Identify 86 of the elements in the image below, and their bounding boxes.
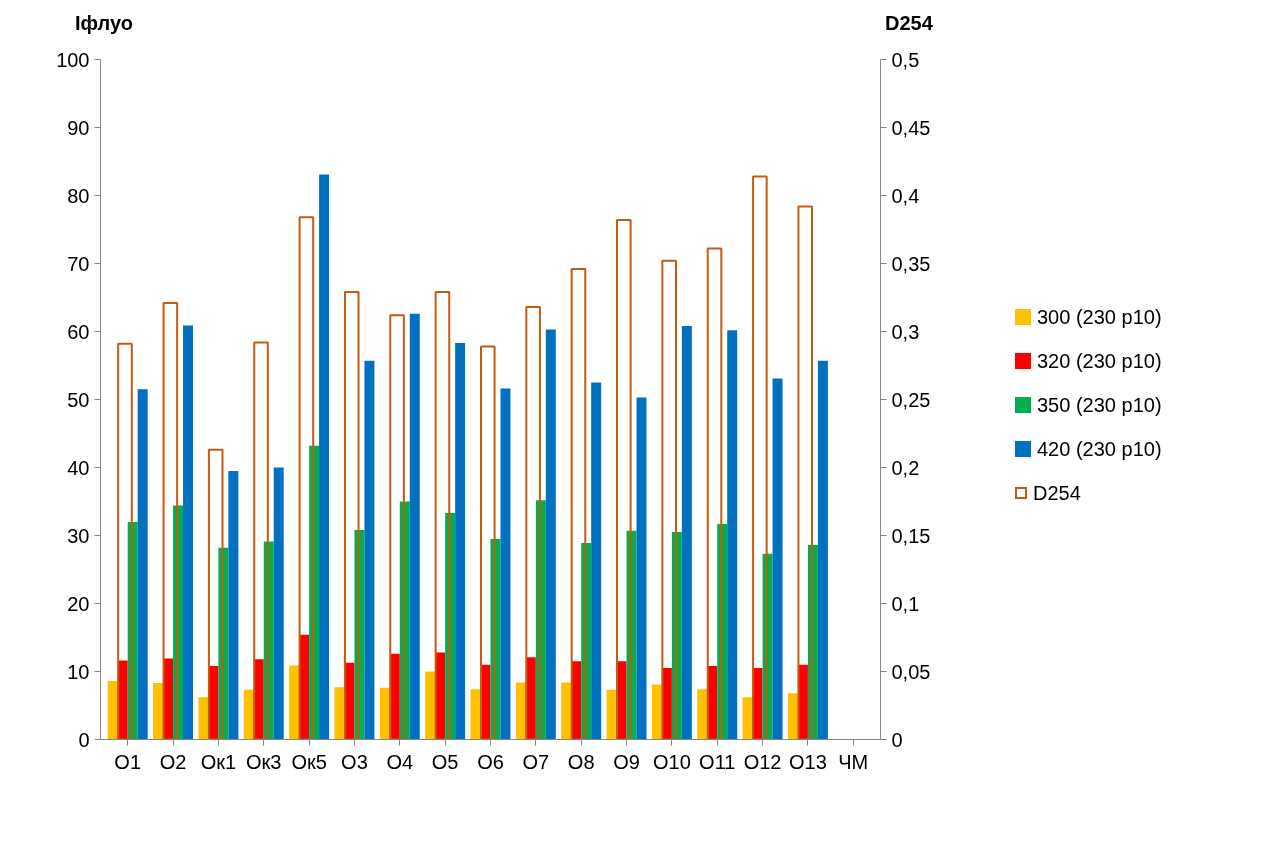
- y-tick-label: 0: [78, 728, 90, 751]
- y-tick-label: 40: [67, 456, 90, 479]
- bar: [364, 360, 375, 740]
- y2-tick-label: 0,45: [891, 116, 931, 139]
- bar: [289, 665, 300, 740]
- y2-tick-label: 0: [891, 728, 903, 751]
- legend-label: 420 (230 р10): [1037, 436, 1162, 462]
- bar: [500, 388, 511, 740]
- y2-tick-label: 0,5: [891, 48, 920, 71]
- y2-tick-label: 0,15: [891, 524, 931, 547]
- x-tick-label: Ок3: [246, 750, 282, 773]
- y2-tick-label: 0,2: [891, 456, 920, 479]
- bar: [706, 247, 723, 740]
- bar: [334, 687, 345, 740]
- y2-axis-title: D254: [885, 11, 933, 36]
- x-tick-label: О5: [431, 750, 459, 773]
- y-tick-label: 80: [67, 184, 90, 207]
- bar: [455, 343, 466, 740]
- bar: [409, 313, 420, 740]
- bar: [137, 389, 148, 740]
- bar: [727, 330, 738, 740]
- x-tick-label: Ок5: [291, 750, 327, 773]
- bar: [425, 671, 436, 740]
- x-tick-label: О10: [652, 750, 691, 773]
- legend-label: D254: [1033, 480, 1081, 506]
- bar: [616, 218, 632, 740]
- bar: [817, 360, 828, 740]
- bar: [470, 689, 481, 740]
- x-tick-label: О9: [613, 750, 640, 773]
- bar: [616, 661, 627, 740]
- bar: [198, 697, 209, 740]
- x-tick-label: О3: [341, 750, 368, 773]
- x-tick-label: О13: [789, 750, 827, 773]
- bar: [343, 291, 360, 740]
- bar: [772, 378, 783, 740]
- bar: [253, 341, 269, 740]
- bar: [636, 397, 647, 740]
- y-tick-label: 60: [67, 320, 90, 343]
- x-tick-label: О8: [567, 750, 595, 773]
- x-tick-label: О12: [743, 750, 782, 773]
- y-tick-label: 20: [67, 592, 90, 615]
- y2-tick-label: 0,35: [891, 252, 931, 275]
- x-tick-label: О1: [114, 750, 142, 773]
- y-tick-label: 50: [67, 388, 90, 411]
- y-tick-label: 90: [67, 116, 90, 139]
- y-tick-label: 10: [67, 660, 90, 683]
- legend-label: 320 (230 р10): [1037, 348, 1162, 374]
- bar: [273, 467, 284, 740]
- y2-tick-label: 0,3: [891, 320, 920, 343]
- bar: [545, 329, 556, 740]
- bar: [661, 259, 677, 740]
- bar: [651, 684, 662, 740]
- y2-tick-label: 0,4: [891, 184, 920, 207]
- x-tick-label: О11: [699, 750, 736, 773]
- bar: [742, 697, 753, 740]
- bar: [153, 683, 164, 740]
- x-tick-label: О2: [159, 750, 187, 773]
- x-tick-label: О4: [386, 750, 414, 773]
- bar: [319, 174, 330, 740]
- bar: [591, 382, 602, 740]
- x-tick-label: Ок1: [200, 750, 237, 773]
- bar: [661, 668, 672, 740]
- bar: [697, 689, 708, 740]
- y2-tick-label: 0,25: [891, 388, 931, 411]
- bar: [561, 682, 572, 740]
- bar: [570, 267, 587, 740]
- x-tick-label: О7: [522, 750, 550, 773]
- legend-label: 300 (230 р10): [1037, 304, 1162, 330]
- y-axis-title: Іфлуо: [75, 11, 133, 36]
- bar: [681, 326, 692, 740]
- y2-tick-label: 0,1: [891, 592, 920, 615]
- x-tick-label: ЧМ: [838, 750, 869, 773]
- bar: [797, 205, 814, 740]
- bar: [787, 693, 798, 740]
- legend-label: 350 (230 р10): [1037, 392, 1162, 418]
- y2-tick-label: 0,05: [891, 660, 931, 683]
- bar: [228, 470, 239, 740]
- y-tick-label: 30: [67, 524, 90, 547]
- bar: [752, 668, 763, 740]
- bar: [525, 657, 536, 740]
- y-tick-label: 70: [67, 252, 90, 275]
- y-tick-label: 100: [56, 48, 90, 71]
- bar: [183, 325, 194, 740]
- bar: [253, 659, 264, 740]
- bar: [752, 175, 768, 740]
- x-tick-label: О6: [477, 750, 504, 773]
